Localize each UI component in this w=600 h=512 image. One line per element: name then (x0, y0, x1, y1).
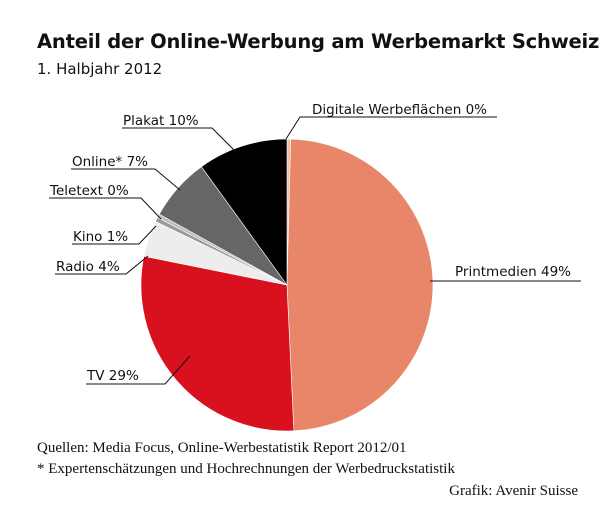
slice-label: Digitale Werbeflächen 0% (312, 102, 487, 118)
slice-label: Kino 1% (73, 229, 128, 245)
leader-line (49, 197, 162, 220)
slice-label: Plakat 10% (123, 113, 199, 129)
leader-line (71, 168, 181, 191)
chart-title: Anteil der Online-Werbung am Werbemarkt … (37, 30, 600, 53)
chart-subtitle: 1. Halbjahr 2012 (37, 60, 163, 78)
source-note: Quellen: Media Focus, Online-Werbestatis… (37, 440, 407, 456)
leader-line (122, 127, 237, 153)
footnote: * Expertenschätzungen und Hochrechnungen… (37, 461, 455, 477)
leader-line (285, 116, 497, 140)
pie-slice (286, 138, 434, 432)
pie-slice (140, 255, 295, 432)
slice-label: TV 29% (86, 368, 139, 384)
pie-slice (200, 138, 288, 286)
leader-line (86, 355, 191, 385)
leader-line (72, 225, 157, 245)
slice-label: Teletext 0% (49, 183, 129, 199)
slice-label: Printmedien 49% (455, 264, 571, 280)
leader-line (55, 255, 149, 275)
slice-label: Online* 7% (72, 154, 148, 170)
graphic-credit: Grafik: Avenir Suisse (449, 483, 578, 499)
slice-label: Radio 4% (56, 259, 120, 275)
